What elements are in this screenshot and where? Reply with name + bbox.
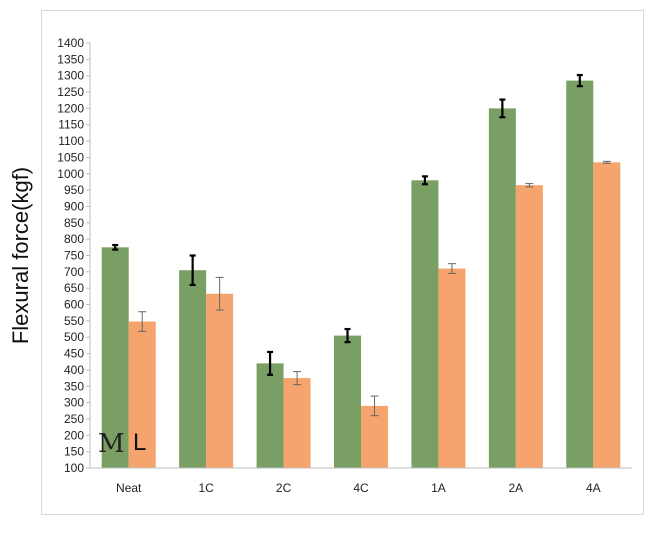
y-tick-label: 1050 — [57, 150, 84, 164]
error-bars — [112, 73, 611, 417]
y-axis-label: Flexural force(kgf) — [8, 167, 33, 344]
y-tick-label: 1200 — [57, 101, 84, 115]
error-bar-l-1a — [447, 263, 456, 274]
y-tick-label: 1100 — [58, 134, 84, 148]
error-bar-l-neat — [138, 311, 147, 332]
error-bar-m-1c — [189, 254, 196, 287]
bar-l-2a — [515, 185, 543, 468]
y-tick-label: 650 — [64, 281, 84, 295]
bar-m-1c — [179, 270, 207, 468]
error-bar-m-4a — [576, 73, 583, 88]
error-bar-m-2c — [267, 350, 274, 376]
x-tick-label: 1A — [431, 481, 446, 495]
bar-l-4a — [593, 162, 621, 469]
y-tick-label: 450 — [64, 347, 84, 361]
y-tick-label: 700 — [64, 265, 84, 279]
y-tick-label: 250 — [64, 412, 84, 426]
y-tick-label: 1300 — [57, 69, 84, 83]
bar-m-2a — [488, 108, 516, 468]
bar-m-neat — [101, 247, 129, 468]
bar-l-2c — [283, 378, 311, 468]
y-tick-label: 300 — [64, 396, 84, 410]
bar-m-1a — [411, 180, 439, 469]
bar-l-1c — [206, 293, 234, 468]
y-tick-label: 800 — [64, 232, 84, 246]
bar-l-1a — [438, 268, 466, 468]
error-bar-m-4c — [344, 327, 351, 344]
y-tick-label: 850 — [64, 216, 84, 230]
x-tick-label: 4A — [586, 481, 601, 495]
y-tick-label: 150 — [64, 445, 84, 459]
y-axis-ticks: 100 150 200 250 300 350 400 450 500 550 600 650 700 7… — [57, 36, 90, 475]
y-tick-label: 100 — [64, 461, 84, 475]
error-bar-l-4c — [370, 395, 379, 417]
bar-m-4c — [334, 335, 361, 468]
x-tick-label: Neat — [116, 481, 142, 495]
y-tick-label: 1250 — [57, 85, 84, 99]
error-bar-m-1a — [421, 175, 428, 186]
x-axis-ticks: Neat 1C 2C 4C 1A 2A 4A — [116, 481, 601, 495]
error-bar-m-2a — [499, 98, 506, 119]
legend-series-l: L — [133, 429, 146, 456]
x-tick-label: 2C — [276, 481, 292, 495]
y-tick-label: 550 — [64, 314, 84, 328]
y-tick-label: 500 — [64, 330, 84, 344]
error-bar-l-4a — [602, 160, 611, 164]
y-tick-label: 1350 — [57, 52, 84, 66]
bar-m-2c — [256, 363, 284, 468]
y-tick-label: 1000 — [57, 167, 84, 181]
bar-m-4a — [566, 80, 594, 468]
y-tick-label: 1150 — [58, 118, 84, 132]
bar-l-4c — [361, 405, 388, 468]
bar-l-neat — [128, 321, 156, 468]
x-tick-label: 4C — [353, 481, 369, 495]
y-tick-label: 200 — [64, 428, 84, 442]
y-tick-label: 900 — [64, 199, 84, 213]
legend-series-m: M — [98, 429, 125, 459]
error-bar-m-neat — [112, 243, 119, 251]
y-tick-label: 350 — [64, 379, 84, 393]
bars — [101, 80, 621, 469]
y-tick-label: 600 — [64, 298, 84, 312]
y-tick-label: 750 — [64, 249, 84, 263]
x-tick-label: 2A — [509, 481, 524, 495]
error-bar-l-1c — [215, 276, 224, 311]
y-tick-label: 950 — [64, 183, 84, 197]
error-bar-l-2c — [293, 371, 302, 386]
x-tick-label: 1C — [198, 481, 214, 495]
y-tick-label: 400 — [64, 363, 84, 377]
y-tick-label: 1400 — [57, 36, 84, 50]
error-bar-l-2a — [525, 183, 534, 188]
